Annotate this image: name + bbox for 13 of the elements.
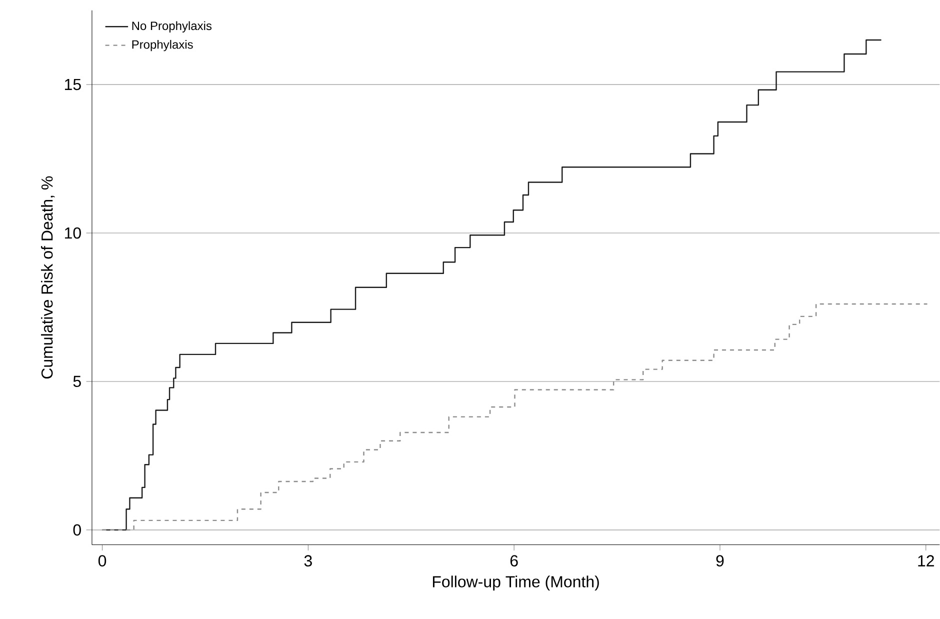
x-tick-label: 9: [716, 555, 724, 567]
y-tick-label: 10: [64, 227, 81, 239]
y-axis-title: Cumulative Risk of Death, %: [41, 176, 55, 379]
x-tick-label: 6: [510, 555, 518, 567]
y-tick-label: 0: [73, 524, 81, 536]
y-tick-label: 15: [64, 79, 81, 90]
legend-label: No Prophylaxis: [132, 21, 212, 33]
y-tick-label: 5: [73, 376, 81, 388]
x-tick-label: 12: [918, 555, 934, 566]
x-tick-label: 0: [98, 555, 106, 567]
x-axis-title: Follow-up Time (Month): [432, 576, 599, 591]
x-tick-label: 3: [304, 555, 312, 567]
legend-label: Prophylaxis: [132, 40, 193, 52]
